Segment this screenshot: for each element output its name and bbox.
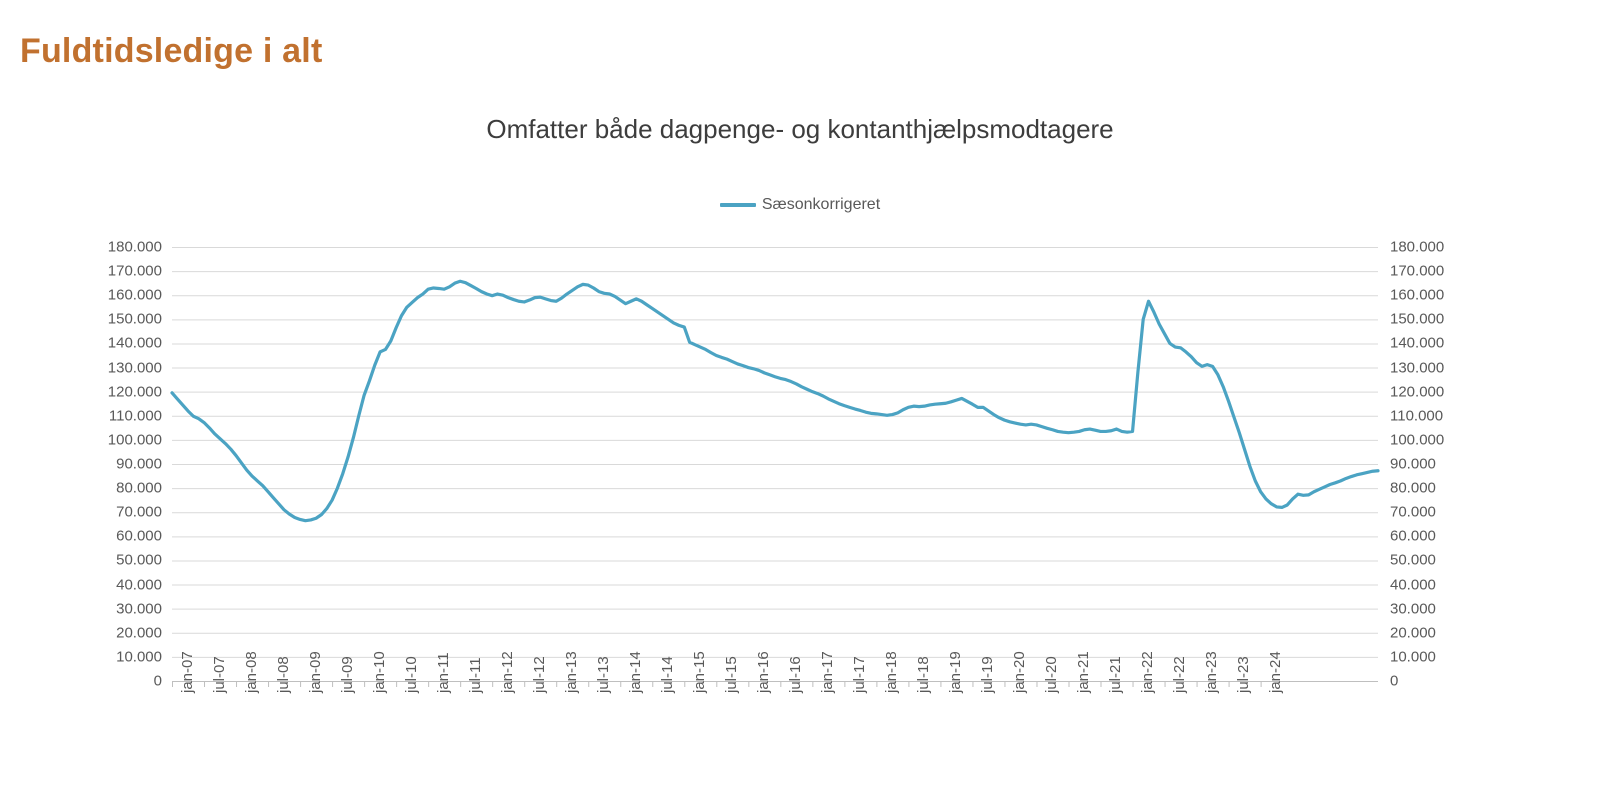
- y-axis-right-tick-label: 50.000: [1390, 551, 1436, 569]
- y-axis-left-tick-label: 90.000: [116, 455, 162, 473]
- y-axis-left-tick-label: 150.000: [107, 310, 162, 328]
- y-axis-right-tick-label: 140.000: [1390, 334, 1445, 352]
- y-axis-left-tick-label: 110.000: [108, 407, 162, 425]
- y-axis-left-tick-label: 80.000: [116, 479, 162, 497]
- x-axis-tick-label: jan-08: [242, 651, 260, 693]
- y-axis-right-tick-label: 30.000: [1390, 600, 1436, 618]
- x-axis-tick-label: jan-17: [818, 651, 836, 693]
- y-axis-right-tick-label: 40.000: [1390, 576, 1436, 594]
- chart-subtitle: Omfatter både dagpenge- og kontanthjælps…: [486, 114, 1114, 144]
- y-axis-left-tick-label: 120.000: [107, 383, 162, 401]
- y-axis-right-tick-label: 10.000: [1390, 648, 1436, 666]
- x-axis-tick-label: jul-21: [1107, 656, 1124, 693]
- y-axis-right-tick-label: 70.000: [1390, 503, 1436, 521]
- y-axis-right-tick-label: 20.000: [1390, 624, 1436, 642]
- y-axis-right-tick-label: 60.000: [1390, 527, 1436, 545]
- y-axis-right-tick-label: 90.000: [1390, 455, 1436, 473]
- chart-legend: Sæsonkorrigeret: [0, 196, 1600, 214]
- y-axis-right-tick-label: 120.000: [1390, 383, 1445, 401]
- x-axis-tick-label: jul-13: [594, 656, 612, 693]
- y-axis-left-tick-label: 10.000: [116, 648, 162, 666]
- y-axis-right-tick-label: 0: [1390, 672, 1399, 690]
- x-axis-tick-label: jul-12: [530, 656, 548, 693]
- legend-label-saesonkorrigeret: Sæsonkorrigeret: [761, 196, 881, 213]
- x-axis-tick-label: jul-08: [274, 656, 292, 693]
- y-axis-left-tick-label: 60.000: [116, 527, 162, 545]
- x-axis-tick-label: jan-24: [1267, 651, 1285, 693]
- x-axis-tick-label: jan-07: [178, 651, 196, 693]
- y-axis-left-tick-label: 170.000: [107, 262, 162, 280]
- x-axis-tick-label: jul-23: [1235, 656, 1253, 693]
- x-axis-tick-label: jan-23: [1203, 651, 1221, 693]
- x-axis-tick-label: jul-14: [658, 656, 676, 693]
- y-axis-right-tick-label: 130.000: [1390, 359, 1445, 377]
- series-line-saesonkorrigeret: [170, 279, 1380, 523]
- x-axis-tick-label: jan-10: [370, 651, 388, 693]
- x-axis-tick-label: jul-22: [1171, 656, 1189, 693]
- x-axis-tick-label: jan-14: [626, 651, 644, 693]
- y-axis-left-tick-label: 140.000: [107, 334, 162, 352]
- x-axis-tick-label: jul-11: [466, 657, 484, 693]
- x-axis-tick-label: jan-16: [754, 651, 772, 693]
- x-axis-tick-label: jan-21: [1074, 651, 1092, 693]
- legend-swatch-saesonkorrigeret: [719, 203, 756, 207]
- x-axis-tick-label: jul-16: [786, 656, 804, 693]
- y-axis-left-tick-label: 50.000: [116, 551, 162, 569]
- x-axis-tick-label: jul-19: [978, 656, 996, 693]
- gridlines-group: [172, 247, 1378, 682]
- x-axis-tick-label: jan-09: [306, 651, 324, 693]
- x-axis-tick-label: jan-18: [882, 651, 900, 693]
- y-axis-left-tick-label: 40.000: [116, 576, 162, 594]
- x-axis-tick-label: jul-20: [1042, 656, 1060, 693]
- y-axis-right-tick-label: 80.000: [1390, 479, 1436, 497]
- x-axis-tick-label: jul-17: [850, 656, 868, 693]
- x-axis-tick-label: jan-19: [946, 651, 964, 693]
- x-axis-tick-label: jan-13: [562, 651, 580, 693]
- y-axis-left-tick-label: 180.000: [107, 238, 162, 256]
- x-axis-tick-label: jul-10: [402, 656, 420, 693]
- y-axis-left-tick-label: 30.000: [116, 600, 162, 618]
- y-axis-right-tick-label: 100.000: [1390, 431, 1445, 449]
- x-axis-tick-label: jan-11: [434, 652, 452, 693]
- y-axis-left-tick-label: 20.000: [116, 624, 162, 642]
- x-axis-tick-label: jan-22: [1139, 651, 1157, 693]
- y-axis-left-tick-label: 70.000: [116, 503, 162, 521]
- y-axis-left-tick-label: 100.000: [107, 431, 162, 449]
- y-axis-left-tick-label: 160.000: [107, 286, 162, 304]
- y-axis-right-tick-label: 160.000: [1390, 286, 1445, 304]
- tickmarks-group: [172, 681, 1378, 687]
- series-group: [170, 279, 1380, 523]
- y-axis-right-tick-label: 170.000: [1390, 262, 1445, 280]
- page-title: Fuldtidsledige i alt: [20, 32, 323, 70]
- y-axis-left-tick-label: 0: [153, 672, 162, 690]
- x-axis-tick-label: jul-09: [338, 656, 356, 693]
- x-axis-tick-label: jan-12: [498, 651, 516, 693]
- y-axis-right-tick-label: 150.000: [1390, 310, 1445, 328]
- y-axis-left-tick-label: 130.000: [107, 359, 162, 377]
- x-axis-tick-label: jul-18: [914, 656, 932, 693]
- x-axis-tick-label: jul-07: [210, 656, 228, 693]
- x-axis-tick-label: jul-15: [722, 656, 740, 693]
- x-axis-tick-label: jan-20: [1010, 651, 1028, 693]
- y-axis-right-tick-label: 110.000: [1390, 407, 1444, 425]
- x-axis-tick-label: jan-15: [690, 651, 708, 693]
- y-axis-right-tick-label: 180.000: [1390, 238, 1445, 256]
